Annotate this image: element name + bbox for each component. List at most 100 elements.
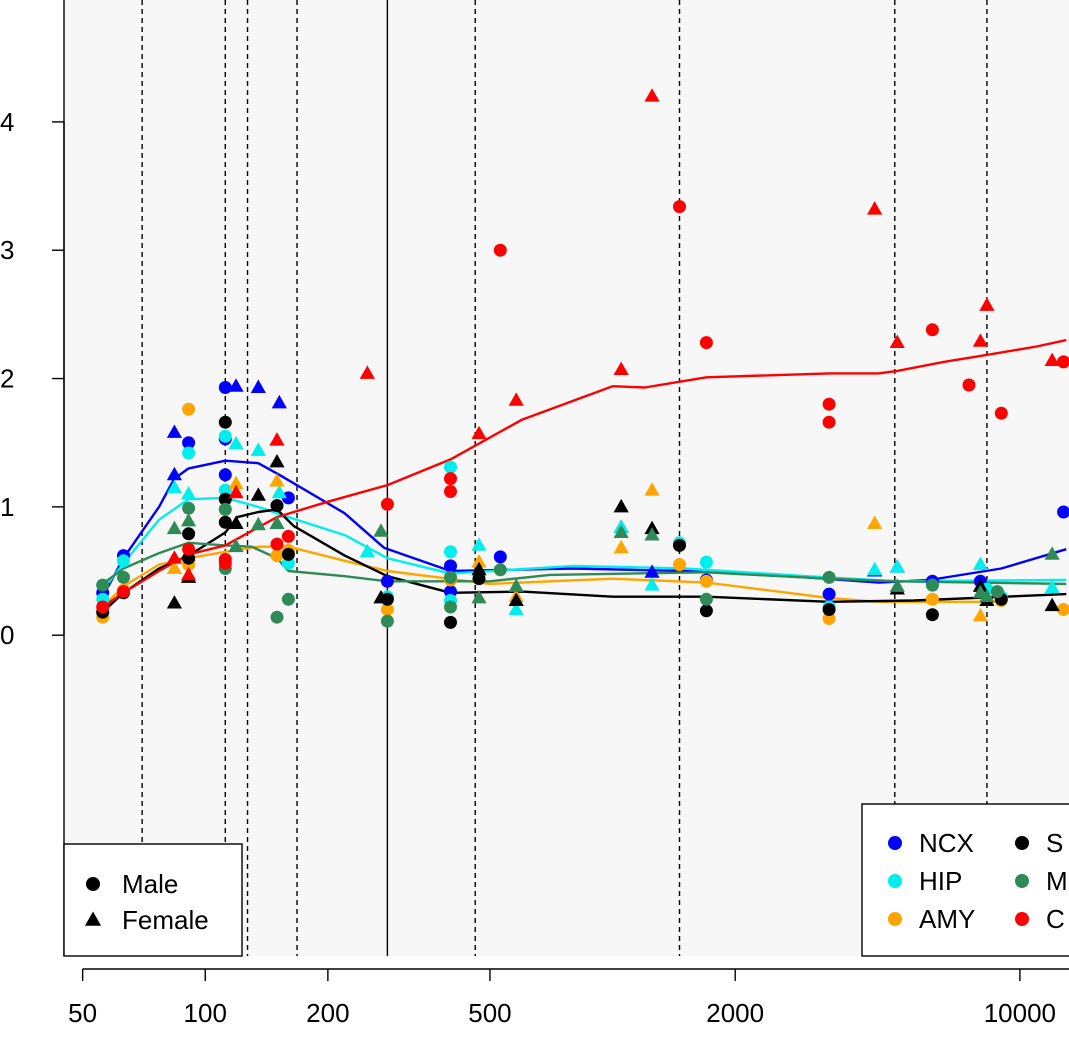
legend-region-marker (1015, 836, 1029, 850)
female-point (228, 378, 244, 392)
male-point (990, 585, 1004, 599)
male-point (218, 415, 232, 429)
female-point (508, 578, 524, 592)
male-point (380, 603, 394, 616)
female-point (471, 554, 487, 568)
female-point (166, 595, 183, 609)
male-point (270, 537, 284, 551)
female-point (359, 543, 375, 558)
male-point (96, 600, 110, 614)
male-point (962, 378, 976, 392)
male-point (493, 550, 507, 564)
male-point (444, 615, 457, 629)
male-point (699, 592, 713, 606)
male-point (182, 446, 196, 460)
female-point (644, 482, 660, 496)
male-point (270, 610, 284, 624)
male-point (925, 592, 939, 606)
female-point (1044, 597, 1060, 612)
male-point (380, 614, 394, 628)
legend-region-marker (1015, 874, 1029, 888)
male-point (182, 436, 196, 450)
female-point (889, 334, 905, 349)
female-point (889, 559, 905, 573)
female-point (271, 484, 287, 499)
male-point (218, 515, 232, 529)
male-point (444, 460, 457, 474)
male-point (822, 415, 836, 429)
series-fit-line (101, 496, 1067, 592)
female-point (228, 435, 244, 450)
female-point (471, 425, 487, 440)
male-point (822, 570, 836, 584)
male-point (281, 491, 295, 505)
male-point (218, 502, 232, 516)
male-point (218, 492, 232, 506)
legend-male-label: Male (122, 869, 178, 899)
male-point (218, 483, 232, 497)
male-point (925, 578, 939, 592)
legend-region-box (861, 803, 1069, 957)
male-point (822, 587, 836, 601)
male-point (699, 336, 713, 350)
y-tick-label: 1 (0, 492, 14, 522)
male-point (380, 574, 394, 588)
female-point (644, 577, 660, 591)
female-point (508, 392, 524, 406)
male-point (699, 555, 713, 569)
legend-female-marker (84, 911, 102, 926)
male-point (281, 556, 295, 570)
male-point (444, 559, 457, 573)
male-point (444, 600, 457, 614)
x-tick-label: 200 (306, 998, 349, 1028)
reference-lines (141, 0, 988, 956)
y-tick-label: 4 (0, 107, 14, 137)
female-point (613, 539, 629, 554)
female-point (180, 486, 197, 500)
female-point (373, 589, 389, 604)
male-point (444, 485, 457, 498)
male-point (822, 603, 836, 616)
male-point (1057, 505, 1069, 519)
male-point (182, 402, 196, 416)
plot-background (64, 0, 1069, 956)
male-point (96, 578, 110, 592)
legend-region-label: S (1046, 828, 1063, 858)
female-point (373, 523, 389, 537)
female-point (166, 466, 183, 481)
female-point (228, 515, 244, 529)
female-point (508, 601, 524, 615)
female-point (471, 561, 487, 576)
male-point (822, 397, 836, 411)
female-point (166, 479, 183, 494)
legend-region-marker (888, 836, 902, 850)
male-point (444, 570, 457, 584)
female-point (228, 475, 244, 490)
male-point (281, 592, 295, 606)
male-point (925, 608, 939, 622)
male-point (218, 381, 232, 394)
legend-region-label: M (1046, 866, 1068, 896)
female-point (250, 442, 266, 456)
male-point (218, 468, 232, 482)
female-point (271, 394, 287, 409)
x-tick-label: 50 (68, 998, 97, 1028)
male-point (117, 570, 130, 584)
female-point (867, 201, 883, 215)
male-point (182, 501, 196, 515)
legend-region-marker (888, 912, 902, 926)
female-point (166, 560, 183, 574)
female-point (972, 607, 989, 622)
series-fit-line (101, 541, 1067, 586)
female-point (613, 361, 629, 376)
legend-region-marker (888, 874, 902, 888)
female-point (269, 432, 285, 446)
male-point (444, 472, 457, 486)
male-point (822, 612, 836, 625)
male-point (673, 558, 686, 572)
legend-male-marker (86, 877, 100, 891)
female-point (471, 537, 487, 551)
male-point (699, 604, 713, 618)
female-point (972, 556, 989, 571)
data-points (96, 88, 1069, 629)
